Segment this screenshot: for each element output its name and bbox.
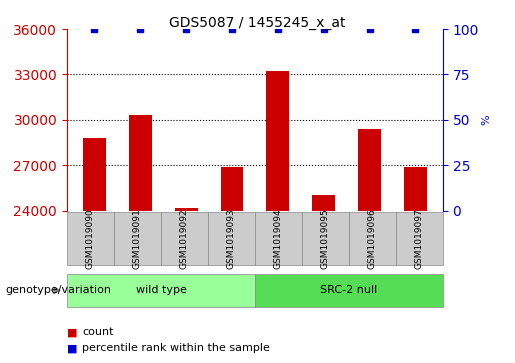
Text: SRC-2 null: SRC-2 null xyxy=(320,285,377,295)
Text: ■: ■ xyxy=(67,343,77,354)
Bar xyxy=(266,72,289,211)
Bar xyxy=(312,195,335,211)
Text: GSM1019091: GSM1019091 xyxy=(133,208,142,269)
Text: GSM1019094: GSM1019094 xyxy=(274,208,283,269)
Text: percentile rank within the sample: percentile rank within the sample xyxy=(82,343,270,354)
Text: GSM1019092: GSM1019092 xyxy=(180,208,189,269)
Bar xyxy=(175,208,198,211)
Text: GSM1019093: GSM1019093 xyxy=(227,208,236,269)
Bar xyxy=(129,115,152,211)
Text: GDS5087 / 1455245_x_at: GDS5087 / 1455245_x_at xyxy=(169,16,346,30)
Bar xyxy=(404,167,427,211)
Bar xyxy=(83,138,106,211)
Text: GSM1019090: GSM1019090 xyxy=(86,208,95,269)
Text: GSM1019096: GSM1019096 xyxy=(368,208,377,269)
Text: genotype/variation: genotype/variation xyxy=(5,285,111,295)
Text: count: count xyxy=(82,327,114,337)
Y-axis label: %: % xyxy=(482,114,492,125)
Text: wild type: wild type xyxy=(135,285,186,295)
Text: ■: ■ xyxy=(67,327,77,337)
Bar xyxy=(358,129,381,211)
Text: GSM1019097: GSM1019097 xyxy=(415,208,424,269)
Bar xyxy=(220,167,244,211)
Text: GSM1019095: GSM1019095 xyxy=(321,208,330,269)
